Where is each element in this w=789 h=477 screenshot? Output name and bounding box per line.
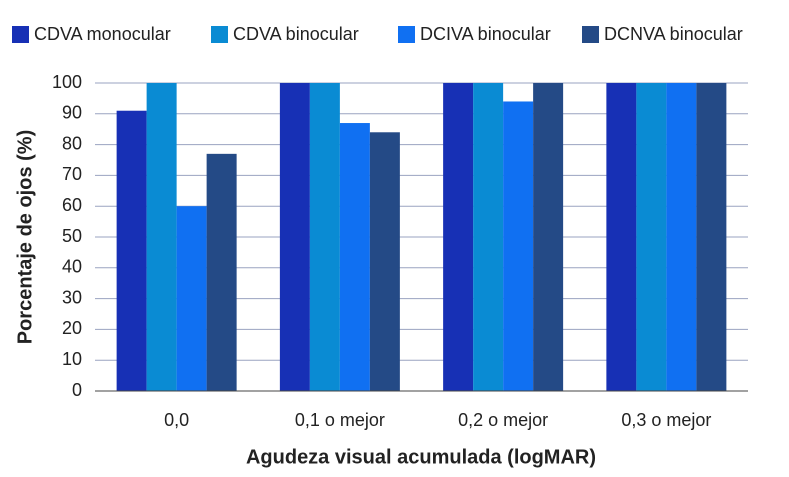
y-tick-label: 50	[62, 226, 82, 246]
y-tick-label: 10	[62, 349, 82, 369]
legend-swatch	[582, 26, 599, 43]
bar	[636, 83, 667, 391]
bar	[206, 153, 237, 391]
legend-label: CDVA binocular	[233, 24, 359, 44]
legend-swatch	[398, 26, 415, 43]
legend-swatch	[211, 26, 228, 43]
y-tick-label: 60	[62, 195, 82, 215]
bar	[473, 83, 504, 391]
legend-swatch	[12, 26, 29, 43]
bar	[666, 83, 697, 391]
bar	[146, 83, 177, 391]
bar	[176, 206, 207, 391]
x-axis-label: Agudeza visual acumulada (logMAR)	[246, 446, 596, 468]
bar	[116, 110, 147, 391]
x-tick-label: 0,2 o mejor	[458, 410, 548, 430]
legend-label: CDVA monocular	[34, 24, 171, 44]
y-tick-label: 100	[52, 72, 82, 92]
x-tick-label: 0,3 o mejor	[621, 410, 711, 430]
y-tick-label: 70	[62, 164, 82, 184]
bar	[279, 83, 310, 391]
y-tick-label: 20	[62, 318, 82, 338]
y-tick-label: 0	[72, 380, 82, 400]
y-tick-label: 40	[62, 257, 82, 277]
x-tick-label: 0,1 o mejor	[295, 410, 385, 430]
bar	[606, 83, 637, 391]
y-tick-label: 80	[62, 133, 82, 153]
bar	[369, 132, 400, 391]
y-tick-label: 30	[62, 287, 82, 307]
y-tick-label: 90	[62, 103, 82, 123]
bar	[503, 101, 534, 391]
bar	[339, 123, 370, 391]
legend-label: DCNVA binocular	[604, 24, 743, 44]
bar	[696, 83, 727, 391]
y-axis-label: Porcentaje de ojos (%)	[14, 130, 36, 345]
legend-label: DCIVA binocular	[420, 24, 551, 44]
bar	[309, 83, 340, 391]
bar	[443, 83, 474, 391]
bar	[533, 83, 564, 391]
x-tick-label: 0,0	[164, 410, 189, 430]
